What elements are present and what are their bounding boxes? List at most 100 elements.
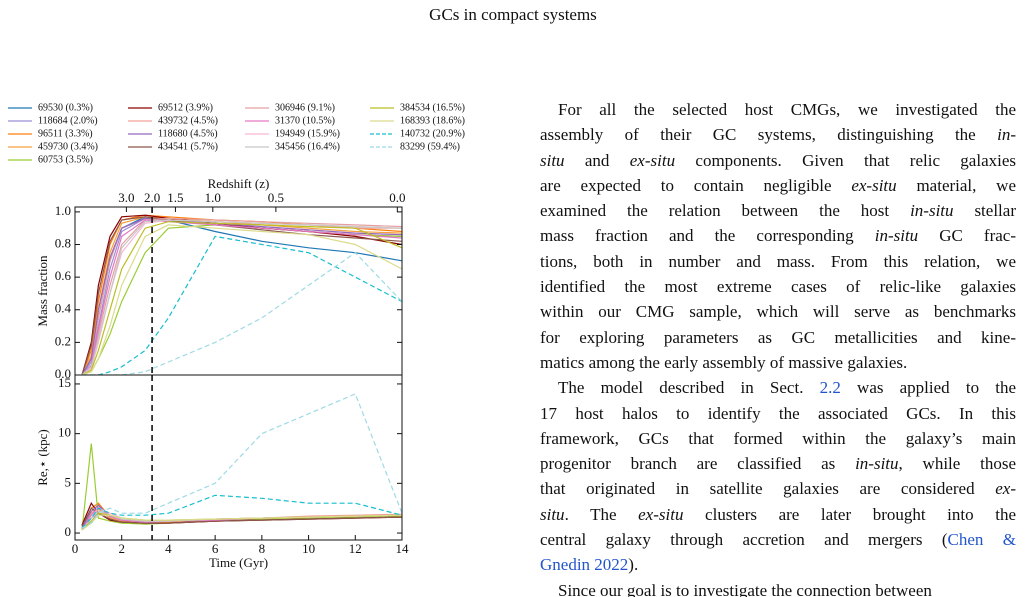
legend-label: 439732 (4.5%) (158, 115, 218, 126)
italic-run: in- (997, 125, 1016, 145)
italic-run: ex-situ (629, 150, 676, 170)
series-line (81, 217, 402, 375)
series-line (81, 224, 402, 375)
text-run: within our CMG sample, which will serve … (540, 302, 1016, 322)
series-line (82, 235, 402, 375)
legend-label: 168393 (18.6%) (400, 115, 465, 126)
x2-tick-label: 1.5 (167, 190, 183, 205)
series-line (81, 219, 402, 375)
series-line (81, 216, 402, 375)
x-tick-label: 14 (396, 541, 410, 556)
x-tick-label: 0 (72, 541, 79, 556)
series-line (81, 216, 402, 375)
text-run: identified the most extreme cases of rel… (540, 277, 1016, 297)
legend-label: 60753 (3.5%) (38, 154, 93, 165)
legend-label: 306946 (9.1%) (275, 102, 335, 113)
x-tick-label: 12 (349, 541, 362, 556)
text-run: GC frac- (918, 226, 1016, 246)
text-line: Since our goal is to investigate the con… (540, 578, 1016, 597)
text-line: central galaxy through accretion and mer… (540, 527, 1016, 552)
series-line (82, 251, 402, 375)
legend-label: 345456 (16.4%) (275, 141, 340, 152)
reference-link[interactable]: 2.2 (819, 378, 841, 398)
text-run: mass fraction and the corresponding (540, 226, 875, 246)
legend-label: 69530 (0.3%) (38, 102, 93, 113)
text-line: framework, GCs that formed within the ga… (540, 426, 1016, 451)
legend-label: 118684 (2.0%) (38, 115, 98, 126)
text-line: situ. The ex-situ clusters are later bro… (540, 502, 1016, 527)
italic-run: situ (540, 150, 565, 170)
italic-run: situ (540, 504, 565, 524)
y-axis-label: Mass fraction (35, 255, 50, 327)
x-tick-label: 4 (165, 541, 172, 556)
legend-label: 194949 (15.9%) (275, 128, 340, 139)
legend-label: 96511 (3.3%) (38, 128, 93, 139)
plot-frame (74, 374, 403, 541)
text-line: are expected to contain negligible ex-si… (540, 173, 1016, 198)
text-run: and (564, 150, 630, 170)
legend-label: 384534 (16.5%) (400, 102, 465, 113)
legend-label: 31370 (10.5%) (275, 115, 335, 126)
legend-label: 140732 (20.9%) (400, 128, 465, 139)
text-run: For all the selected host CMGs, we inves… (558, 100, 1016, 119)
series-line (81, 219, 402, 375)
text-run: assembly of their GC systems, distinguis… (540, 125, 998, 145)
series-line (81, 221, 402, 375)
y-axis-label: Re,⋆ (kpc) (35, 429, 50, 486)
italic-run: in-situ (910, 201, 954, 221)
plot-frame (74, 206, 403, 376)
text-run: central galaxy through accretion and mer… (540, 530, 948, 550)
x2-tick-label: 2.0 (144, 190, 160, 205)
series-line (81, 514, 402, 531)
text-run: progenitor branch are classified as (540, 454, 856, 474)
italic-run: ex-situ (851, 175, 897, 195)
series-line (81, 216, 402, 375)
y-tick-label: 0.4 (55, 301, 72, 316)
italic-run: ex-situ (638, 504, 684, 524)
text-line: assembly of their GC systems, distinguis… (540, 122, 1016, 147)
reference-link[interactable]: Gnedin 2022 (540, 555, 629, 575)
y-tick-label: 0.2 (55, 333, 71, 348)
reference-link[interactable]: Chen & (947, 530, 1016, 550)
x-axis-label: Time (Gyr) (209, 555, 268, 570)
x-tick-label: 8 (259, 541, 266, 556)
body-text: For all the selected host CMGs, we inves… (540, 97, 1016, 597)
text-line: situ and ex-situ components. Given that … (540, 148, 1016, 173)
y-tick-label: 1.0 (55, 203, 71, 218)
text-run: are expected to contain negligible (540, 175, 852, 195)
text-run: examined the relation between the host (540, 201, 911, 221)
text-line: mass fraction and the corresponding in-s… (540, 223, 1016, 248)
y-tick-label: 10 (58, 425, 71, 440)
series-line (81, 219, 402, 375)
x-tick-label: 2 (118, 541, 125, 556)
text-line: Gnedin 2022). (540, 552, 1016, 577)
legend-label: 83299 (59.4%) (400, 141, 460, 152)
x-tick-label: 10 (302, 541, 315, 556)
text-line: identified the most extreme cases of rel… (540, 274, 1016, 299)
x2-tick-label: 3.0 (118, 190, 134, 205)
text-run: components. Given that relic galaxies (675, 150, 1016, 170)
text-line: within our CMG sample, which will serve … (540, 299, 1016, 324)
legend-label: 69512 (3.9%) (158, 102, 213, 113)
text-line: 17 host halos to identify the associated… (540, 401, 1016, 426)
text-line: for exploring parameters as GC metallici… (540, 325, 1016, 350)
italic-run: ex- (995, 479, 1016, 499)
y-tick-label: 0.0 (55, 366, 71, 381)
italic-run: in-situ (855, 454, 899, 474)
text-run: ). (628, 555, 639, 575)
text-run: material, we (896, 175, 1017, 195)
y-tick-label: 0.8 (55, 235, 71, 250)
text-run: clusters are later brought into the (683, 504, 1016, 524)
text-line: progenitor branch are classified as in-s… (540, 451, 1016, 476)
text-run: , while those (898, 454, 1016, 474)
series-line (81, 393, 402, 529)
x2-axis-label: Redshift (z) (208, 176, 270, 191)
x2-tick-label: 1.0 (205, 190, 221, 205)
text-run: for exploring parameters as GC metallici… (540, 327, 1016, 347)
x2-tick-label: 0.0 (389, 190, 405, 205)
text-line: For all the selected host CMGs, we inves… (540, 97, 1016, 122)
series-line (81, 494, 402, 529)
legend-label: 459730 (3.4%) (38, 141, 98, 152)
